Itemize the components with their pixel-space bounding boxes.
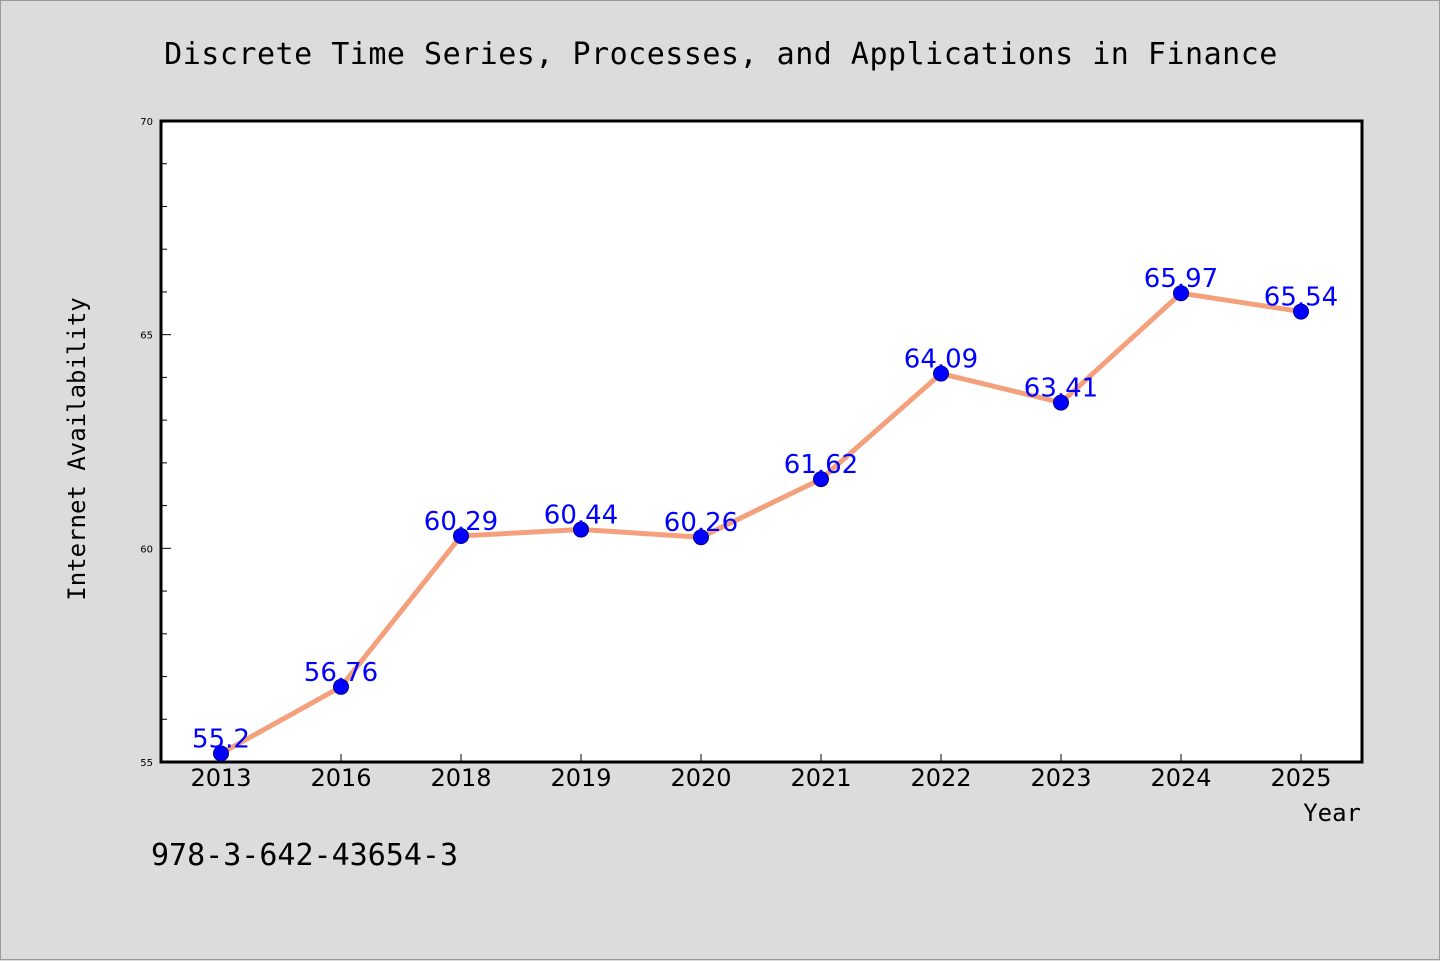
x-tick-label: 2018: [430, 764, 491, 792]
data-point: [1053, 394, 1069, 411]
x-tick-label: 2024: [1150, 764, 1211, 792]
x-tick-label: 2021: [790, 764, 851, 792]
series-internet-availability: [213, 285, 1309, 762]
data-label: 60.29: [424, 507, 498, 537]
data-point: [1173, 285, 1189, 302]
y-tick-label: 65: [140, 331, 153, 342]
data-label: 60.44: [544, 501, 618, 531]
data-point: [813, 471, 829, 488]
data-point: [573, 521, 589, 538]
x-tick-label: 2025: [1270, 764, 1331, 792]
y-tick-label: 55: [140, 758, 153, 769]
data-point: [453, 527, 469, 544]
data-label: 56.76: [304, 658, 378, 688]
data-point: [1293, 303, 1309, 320]
plot-area: [159, 119, 1364, 764]
y-tick-label: 60: [140, 544, 153, 555]
x-tick-label: 2020: [670, 764, 731, 792]
y-axis: 55 60 65 70: [140, 117, 171, 769]
x-axis-label: Year: [1303, 799, 1361, 827]
y-tick-label: 70: [140, 117, 153, 128]
y-axis-label: Internet Availability: [63, 297, 91, 600]
series-line: [219, 290, 1302, 756]
data-point: [213, 745, 229, 762]
data-label: 65.54: [1264, 283, 1338, 313]
data-labels: 55.2 56.76 60.29 60.44 60.26 61.62 64.09 63.41 6…: [192, 264, 1338, 754]
data-label: 65.97: [1144, 264, 1218, 294]
x-tick-label: 2016: [310, 764, 371, 792]
chart-title: Discrete Time Series, Processes, and App…: [164, 37, 1278, 72]
data-point: [693, 529, 709, 546]
x-tick-label: 2023: [1030, 764, 1091, 792]
x-tick-label: 2019: [550, 764, 611, 792]
data-label: 64.09: [904, 345, 978, 375]
data-label: 55.2: [192, 724, 250, 754]
x-tick-label: 2022: [910, 764, 971, 792]
x-axis: 2013 2016 2018 2019 2020 2021 2022 2023 2024 2025: [190, 754, 1332, 792]
data-label: 61.62: [784, 450, 858, 480]
data-label: 60.26: [664, 508, 738, 538]
data-point: [333, 678, 349, 695]
x-tick-label: 2013: [190, 764, 251, 792]
data-point: [933, 365, 949, 382]
isbn-note: 978-3-642-43654-3: [151, 838, 458, 873]
data-label: 63.41: [1024, 374, 1098, 404]
